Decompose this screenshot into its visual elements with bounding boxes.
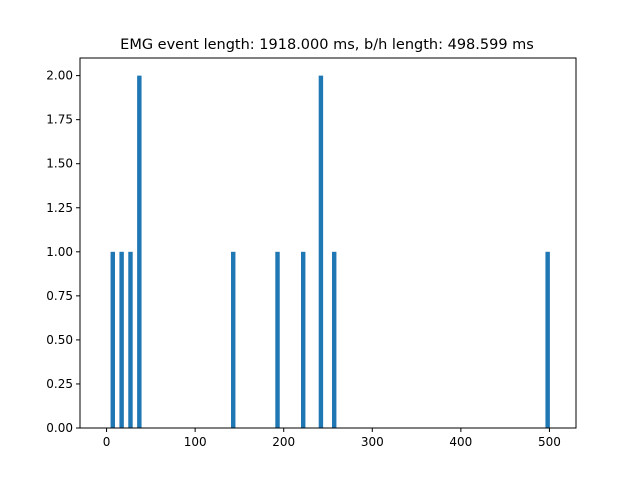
y-tick-label: 1.50: [46, 157, 73, 171]
bar-4: [231, 251, 236, 428]
bar-1: [119, 251, 124, 428]
bars-group: [110, 75, 550, 428]
chart-title: EMG event length: 1918.000 ms, b/h lengt…: [120, 37, 534, 53]
x-tick-label: 200: [272, 435, 295, 449]
bar-7: [318, 75, 324, 428]
bar-0: [110, 251, 115, 428]
plot-frame: [79, 57, 577, 429]
x-tick-label: 300: [361, 435, 384, 449]
y-tick-label: 1.00: [46, 245, 73, 259]
x-tick-label: 400: [449, 435, 472, 449]
y-tick-label: 0.00: [46, 421, 73, 435]
bar-2: [128, 251, 133, 428]
y-tick-label: 0.75: [46, 289, 73, 303]
x-axis-ticks: 0 100 200 300 400 500: [103, 428, 561, 449]
bar-3: [137, 75, 142, 428]
y-axis-ticks: 0.00 0.25 0.50 0.75 1.00 1.25 1.50 1.75 2.00: [46, 69, 80, 435]
y-tick-label: 2.00: [46, 69, 73, 83]
x-tick-label: 0: [103, 435, 111, 449]
x-tick-label: 500: [538, 435, 561, 449]
y-tick-label: 1.25: [46, 201, 73, 215]
y-tick-label: 0.25: [46, 377, 73, 391]
bar-9: [545, 251, 550, 428]
y-tick-label: 1.75: [46, 113, 73, 127]
y-tick-label: 0.50: [46, 333, 73, 347]
bar-6: [300, 251, 306, 428]
bar-8: [331, 251, 337, 428]
bar-5: [275, 251, 280, 428]
x-tick-label: 100: [184, 435, 207, 449]
